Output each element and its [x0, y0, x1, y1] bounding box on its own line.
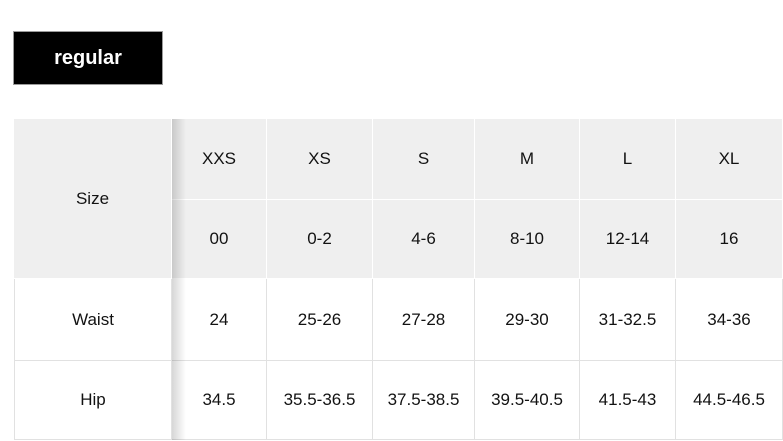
col-subheader-xxs: 00	[172, 200, 267, 279]
hip-value-cell: 44.5-46.5	[676, 361, 783, 440]
waist-value-cell: 25-26	[267, 279, 373, 361]
size-label-row: Size XXS XS S M L XL	[14, 119, 783, 279]
col-subheader-l: 12-14	[580, 200, 676, 279]
numeric-size-row: 00 0-2 4-6 8-10 12-14 16	[14, 200, 783, 279]
col-subheader-m: 8-10	[475, 200, 580, 279]
col-subheader-xs: 0-2	[267, 200, 373, 279]
col-subheader-xl: 16	[676, 200, 783, 279]
waist-value-cell: 27-28	[373, 279, 475, 361]
col-header-xs: XS	[267, 119, 373, 200]
size-chart-table: Size XXS XS S M L XL 00 0-2 4-6 8-10 12-…	[14, 119, 783, 440]
fit-tab-regular[interactable]: regular	[13, 31, 163, 85]
col-header-xxs: XXS	[172, 119, 267, 200]
col-header-xl: XL	[676, 119, 783, 200]
col-header-m: M	[475, 119, 580, 200]
size-header-cell: Size	[14, 119, 172, 279]
waist-value-cell: 34-36	[676, 279, 783, 361]
waist-value-cell: 29-30	[475, 279, 580, 361]
row-header-hip: Hip	[14, 361, 172, 440]
hip-row: Hip 34.5 35.5-36.5 37.5-38.5 39.5-40.5 4…	[14, 361, 783, 440]
hip-value-cell: 37.5-38.5	[373, 361, 475, 440]
row-header-waist: Waist	[14, 279, 172, 361]
hip-value-cell: 41.5-43	[580, 361, 676, 440]
waist-value-cell: 24	[172, 279, 267, 361]
waist-row: Waist 24 25-26 27-28 29-30 31-32.5 34-36	[14, 279, 783, 361]
col-subheader-s: 4-6	[373, 200, 475, 279]
hip-value-cell: 35.5-36.5	[267, 361, 373, 440]
waist-value-cell: 31-32.5	[580, 279, 676, 361]
col-header-l: L	[580, 119, 676, 200]
size-chart-scroll-area[interactable]: Size XXS XS S M L XL 00 0-2 4-6 8-10 12-…	[14, 119, 783, 441]
hip-value-cell: 34.5	[172, 361, 267, 440]
col-header-s: S	[373, 119, 475, 200]
hip-value-cell: 39.5-40.5	[475, 361, 580, 440]
